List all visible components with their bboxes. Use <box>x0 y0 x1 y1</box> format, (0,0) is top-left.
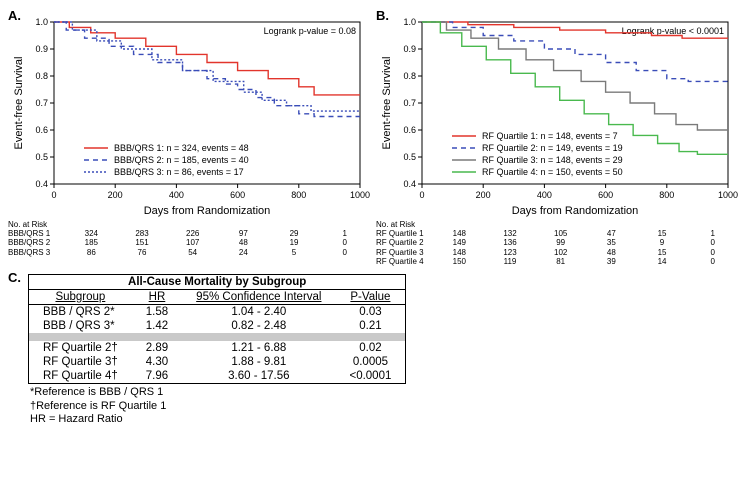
table-footnotes: *Reference is BBB / QRS 1†Reference is R… <box>30 386 742 427</box>
svg-text:0.8: 0.8 <box>35 71 48 81</box>
svg-text:0.7: 0.7 <box>403 98 416 108</box>
svg-text:RF Quartile 1: n = 148, events: RF Quartile 1: n = 148, events = 7 <box>482 131 618 141</box>
svg-text:0.9: 0.9 <box>35 44 48 54</box>
svg-text:200: 200 <box>108 190 123 200</box>
panel-a-label: A. <box>8 8 21 23</box>
top-panels-row: A. 0 200 400 600 800 1000 0.4 0.5 0.6 0.7 0.8 0.9 1.… <box>8 8 742 266</box>
svg-text:RF Quartile 3: n = 148, events: RF Quartile 3: n = 148, events = 29 <box>482 155 623 165</box>
svg-text:BBB/QRS 3: n = 86, events = 17: BBB/QRS 3: n = 86, events = 17 <box>114 167 244 177</box>
svg-text:400: 400 <box>169 190 184 200</box>
panel-a: A. 0 200 400 600 800 1000 0.4 0.5 0.6 0.7 0.8 0.9 1.… <box>8 8 370 266</box>
svg-text:RF Quartile 2: n = 149, events: RF Quartile 2: n = 149, events = 19 <box>482 143 623 153</box>
panel-a-chart: 0 200 400 600 800 1000 0.4 0.5 0.6 0.7 0.8 0.9 1.0 Da… <box>8 8 370 218</box>
svg-text:1.0: 1.0 <box>403 17 416 27</box>
svg-text:0: 0 <box>51 190 56 200</box>
svg-text:Days from Randomization: Days from Randomization <box>144 205 271 217</box>
svg-text:800: 800 <box>291 190 306 200</box>
panel-b-label: B. <box>376 8 389 23</box>
panel-b-chart: 0 200 400 600 800 1000 0.4 0.5 0.6 0.7 0.8 0.9 1.0 Da… <box>376 8 738 218</box>
panel-b-risk-table: No. at RiskRF Quartile 114813210547151RF… <box>376 220 738 266</box>
svg-text:0.5: 0.5 <box>403 152 416 162</box>
svg-text:0.5: 0.5 <box>35 152 48 162</box>
svg-text:Event-free Survival: Event-free Survival <box>13 57 25 150</box>
panel-c: C. All-Cause Mortality by SubgroupSubgro… <box>8 274 742 427</box>
panel-c-label: C. <box>8 270 21 285</box>
svg-text:BBB/QRS 1: n = 324, events = 4: BBB/QRS 1: n = 324, events = 48 <box>114 143 249 153</box>
svg-text:400: 400 <box>537 190 552 200</box>
svg-text:1000: 1000 <box>718 190 738 200</box>
panel-b: B. 0 200 400 600 800 1000 0.4 0.5 0.6 0.7 0.8 0.9 1.… <box>376 8 738 266</box>
svg-text:800: 800 <box>659 190 674 200</box>
svg-text:0.9: 0.9 <box>403 44 416 54</box>
svg-text:Days from Randomization: Days from Randomization <box>512 205 639 217</box>
svg-text:0.4: 0.4 <box>403 179 416 189</box>
panel-a-risk-table: No. at RiskBBB/QRS 132428322697291BBB/QR… <box>8 220 370 257</box>
svg-text:Logrank p-value < 0.0001: Logrank p-value < 0.0001 <box>622 26 724 36</box>
svg-text:0.6: 0.6 <box>403 125 416 135</box>
svg-text:Logrank p-value = 0.08: Logrank p-value = 0.08 <box>264 26 356 36</box>
svg-text:600: 600 <box>230 190 245 200</box>
svg-text:200: 200 <box>476 190 491 200</box>
svg-text:0.7: 0.7 <box>35 98 48 108</box>
svg-text:1.0: 1.0 <box>35 17 48 27</box>
svg-text:RF Quartile 4: n = 150, events: RF Quartile 4: n = 150, events = 50 <box>482 167 623 177</box>
svg-text:1000: 1000 <box>350 190 370 200</box>
svg-text:BBB/QRS 2: n = 185, events = 4: BBB/QRS 2: n = 185, events = 40 <box>114 155 249 165</box>
figure-container: A. 0 200 400 600 800 1000 0.4 0.5 0.6 0.7 0.8 0.9 1.… <box>8 8 742 427</box>
svg-text:0.8: 0.8 <box>403 71 416 81</box>
svg-text:0: 0 <box>419 190 424 200</box>
svg-text:0.4: 0.4 <box>35 179 48 189</box>
svg-text:0.6: 0.6 <box>35 125 48 135</box>
svg-text:600: 600 <box>598 190 613 200</box>
mortality-table: All-Cause Mortality by SubgroupSubgroupH… <box>28 274 406 384</box>
svg-text:Event-free Survival: Event-free Survival <box>381 57 393 150</box>
